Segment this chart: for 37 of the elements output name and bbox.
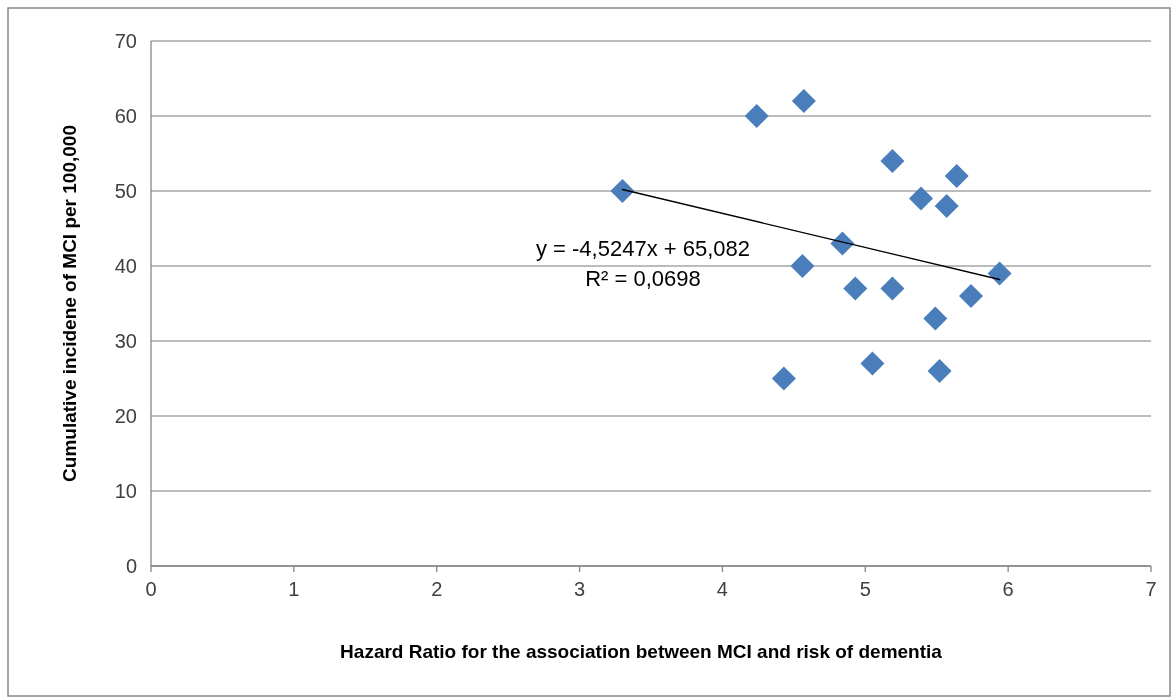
point (880, 149, 905, 173)
point (927, 359, 952, 383)
y-tick-label: 40 (114, 255, 137, 277)
x-tick-label: 5 (859, 578, 871, 600)
point (830, 231, 855, 256)
point (959, 284, 983, 308)
point (610, 179, 635, 203)
y-tick-label: 0 (125, 555, 137, 577)
x-tick-label: 0 (145, 578, 157, 600)
y-tick-label: 50 (114, 180, 137, 202)
point (744, 104, 769, 128)
x-tick-label: 1 (288, 578, 300, 600)
x-tick-label: 7 (1145, 578, 1157, 600)
y-axis-title: Cumulative incidene of MCI per 100,000 (59, 125, 80, 482)
point (909, 186, 933, 211)
x-tick-label: 3 (574, 578, 586, 600)
point (843, 276, 868, 301)
annotation: R² = 0,0698 (585, 266, 701, 291)
x-tick-label: 6 (1002, 578, 1014, 600)
point (934, 194, 959, 218)
y-tick-label: 70 (114, 30, 137, 52)
y-tick-label: 20 (114, 405, 137, 427)
point (771, 366, 796, 391)
point (880, 276, 905, 301)
point (790, 254, 815, 278)
y-tick-label: 60 (114, 105, 137, 127)
annotation: y = -4,5247x + 65,082 (535, 236, 751, 261)
point (791, 89, 816, 113)
point (944, 164, 969, 188)
y-tick-label: 30 (114, 330, 137, 352)
x-axis-title: Hazard Ratio for the association between MCI and risk of dementia (340, 641, 943, 662)
y-tick-label: 10 (114, 480, 137, 502)
point (860, 351, 885, 376)
x-tick-label: 2 (431, 578, 443, 600)
point (987, 261, 1012, 286)
x-tick-label: 4 (716, 578, 728, 600)
point (923, 306, 948, 331)
